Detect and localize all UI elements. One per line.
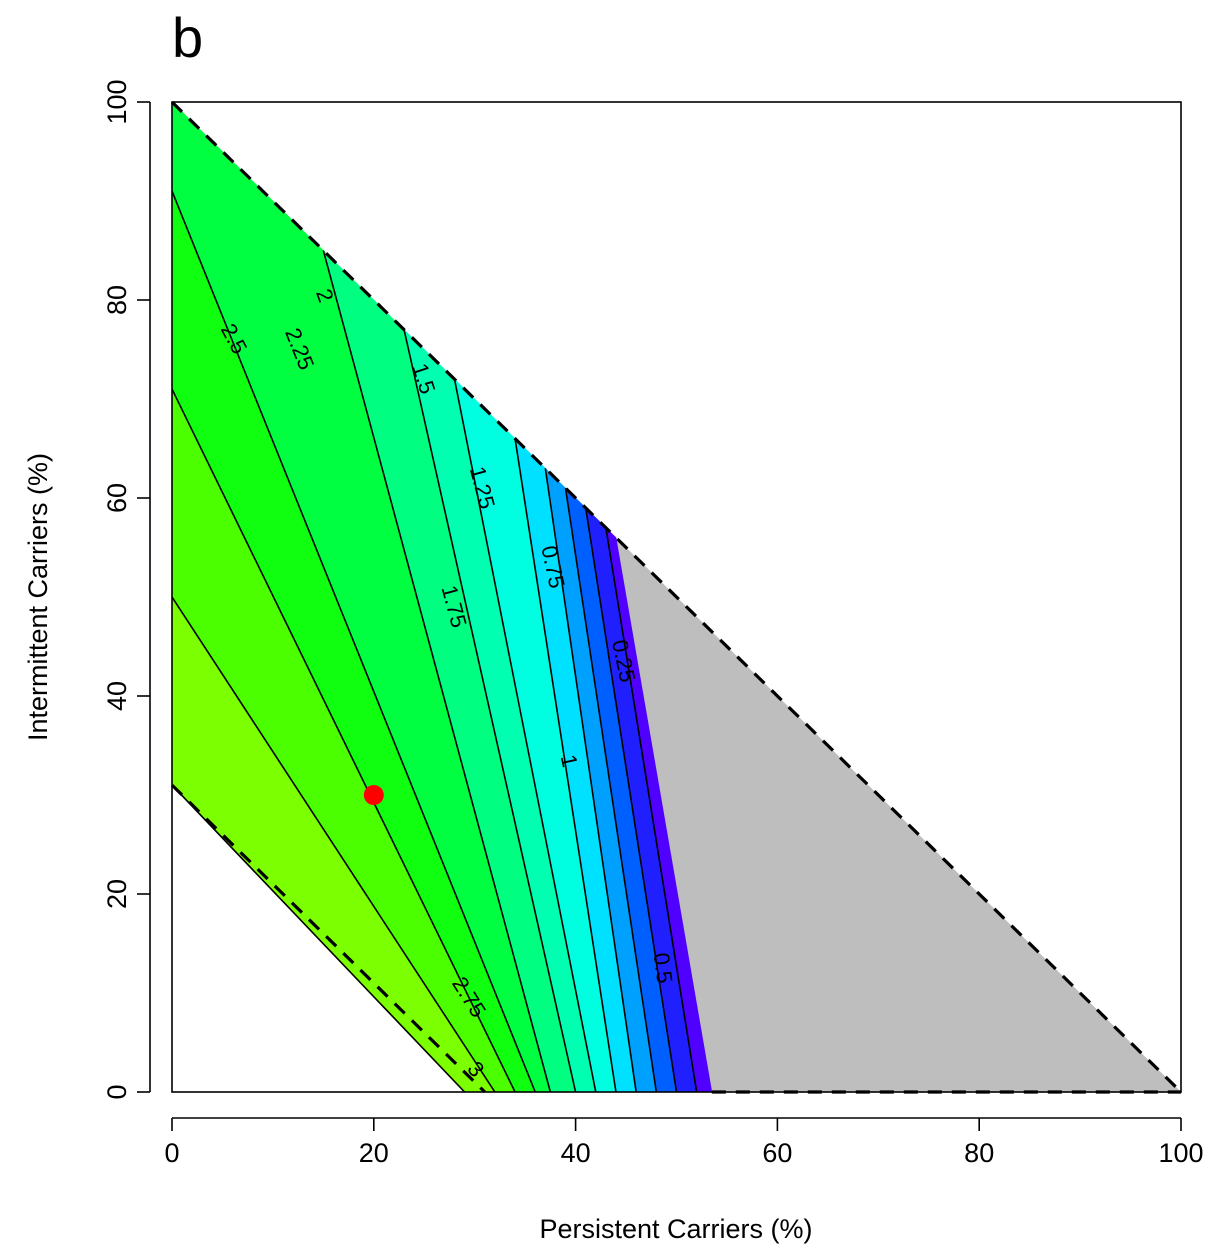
x-axis: 0 20 40 60 80 100 — [164, 1117, 1204, 1168]
contour-line-2 — [322, 250, 552, 1092]
upper-boundary-line — [170, 100, 1183, 1094]
contour-line-2-25 — [172, 190, 536, 1092]
contour-line-1 — [544, 468, 637, 1092]
y-tick-label: 0 — [102, 1084, 132, 1099]
x-tick-label: 0 — [164, 1138, 179, 1168]
contour-line-1-75 — [403, 329, 577, 1092]
x-tick-label: 20 — [359, 1138, 389, 1168]
x-tick-label: 40 — [561, 1138, 591, 1168]
y-tick-label: 80 — [102, 285, 132, 315]
plot-frame — [171, 101, 1182, 1093]
contour-line-2-75 — [172, 596, 496, 1092]
contour-line-3 — [172, 784, 466, 1092]
panel-label: b — [172, 6, 203, 69]
contour-label: 0.5 — [649, 951, 678, 985]
y-axis: 0 20 40 60 80 100 — [102, 79, 151, 1100]
y-axis-title: Intermittent Carriers (%) — [23, 453, 53, 741]
contour-line-2-5 — [172, 388, 516, 1092]
contour-line-0-25 — [605, 527, 698, 1092]
highlight-point — [363, 785, 384, 805]
x-tick-label: 80 — [964, 1138, 994, 1168]
contour-line-1-5 — [453, 379, 597, 1092]
contour-line-0-5 — [584, 507, 678, 1092]
x-tick-label: 100 — [1158, 1138, 1203, 1168]
y-tick-label: 100 — [102, 79, 132, 124]
y-tick-label: 20 — [102, 879, 132, 909]
lower-boundary-line — [170, 783, 486, 1094]
x-axis-title: Persistent Carriers (%) — [539, 1214, 812, 1244]
contour-line-1-25 — [514, 438, 617, 1092]
contour-label: 1 — [556, 752, 583, 769]
contour-lines — [172, 190, 698, 1092]
y-tick-label: 60 — [102, 483, 132, 513]
x-tick-label: 60 — [762, 1138, 792, 1168]
contour-line-0-75 — [564, 487, 658, 1092]
y-tick-label: 40 — [102, 681, 132, 711]
